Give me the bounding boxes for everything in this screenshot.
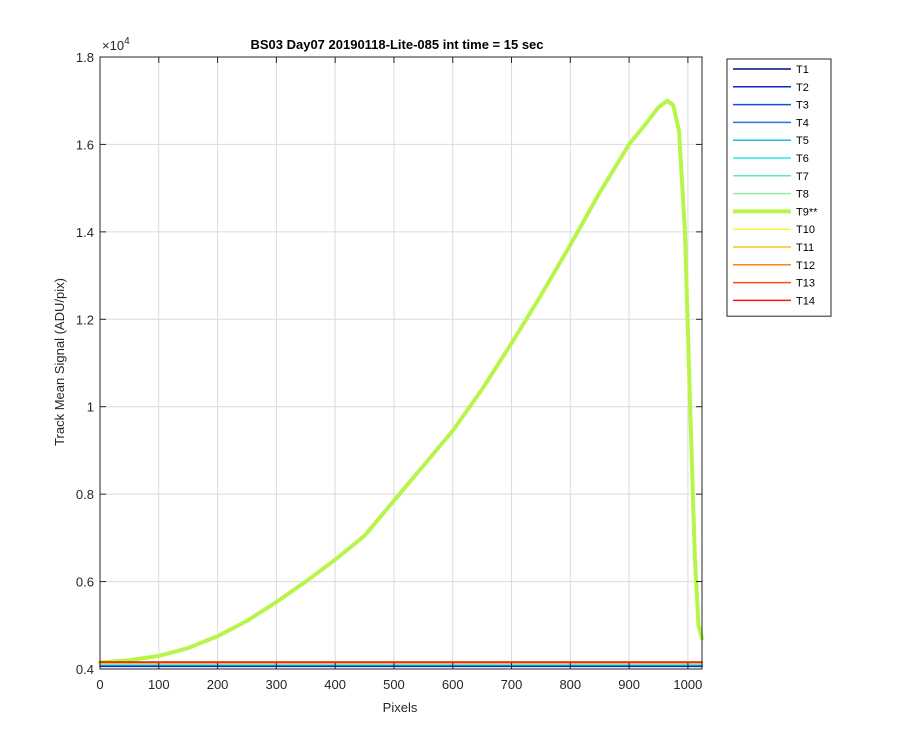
axes-box bbox=[99, 56, 703, 670]
legend-box bbox=[726, 58, 832, 317]
legend-label: T13 bbox=[796, 278, 815, 290]
legend-label: T1 bbox=[796, 64, 809, 76]
series-line-9 bbox=[98, 98, 704, 665]
y-tick-label: 0.8 bbox=[76, 487, 94, 502]
legend-label: T11 bbox=[796, 242, 814, 254]
legend-label: T2 bbox=[796, 82, 809, 94]
legend-label: T8 bbox=[796, 189, 809, 201]
legend-label: T9** bbox=[796, 206, 818, 218]
y-tick-label: 1.6 bbox=[76, 137, 94, 152]
y-axis-exponent-power: 4 bbox=[124, 36, 130, 47]
y-axis-exponent: ×104 bbox=[102, 36, 130, 53]
x-tick-label: 500 bbox=[383, 677, 405, 692]
legend-label: T7 bbox=[796, 171, 809, 183]
legend-label: T10 bbox=[796, 224, 815, 236]
x-tick-label: 800 bbox=[559, 677, 581, 692]
x-tick-label: 400 bbox=[324, 677, 346, 692]
x-tick-label: 900 bbox=[618, 677, 640, 692]
y-tick-label: 1.2 bbox=[76, 312, 94, 327]
y-tick-label: 1.8 bbox=[76, 50, 94, 65]
x-tick-label: 0 bbox=[96, 677, 103, 692]
plot-area: 0 100 200 300 400 500 600 700 800 900 1000 0.4 0.6 0.… bbox=[76, 50, 704, 692]
y-tick-label: 1 bbox=[87, 400, 94, 415]
y-axis-label: Track Mean Signal (ADU/pix) bbox=[52, 278, 67, 446]
x-tick-label: 600 bbox=[442, 677, 464, 692]
chart-title: BS03 Day07 20190118-Lite-085 int time = … bbox=[250, 37, 543, 52]
legend-label: T5 bbox=[796, 135, 809, 147]
legend: T1 T2 T3 T4 T5 T6 T7 T8 T9** T10 T11 T12 T13 T14 bbox=[726, 58, 832, 317]
y-tick-label: 0.6 bbox=[76, 575, 94, 590]
y-axis-exponent-base: ×10 bbox=[102, 38, 124, 53]
legend-label: T12 bbox=[796, 260, 815, 272]
legend-label: T14 bbox=[796, 295, 815, 307]
y-tick-label: 1.4 bbox=[76, 225, 94, 240]
x-tick-label: 1000 bbox=[673, 677, 702, 692]
x-axis-label: Pixels bbox=[383, 700, 418, 715]
legend-label: T4 bbox=[796, 117, 809, 129]
y-tick-label: 0.4 bbox=[76, 662, 94, 677]
x-tick-label: 100 bbox=[148, 677, 170, 692]
legend-label: T6 bbox=[796, 153, 809, 165]
legend-label: T3 bbox=[796, 100, 809, 112]
x-tick-label: 200 bbox=[207, 677, 229, 692]
axes-background bbox=[100, 57, 702, 669]
x-tick-label: 700 bbox=[501, 677, 523, 692]
x-tick-label: 300 bbox=[266, 677, 288, 692]
